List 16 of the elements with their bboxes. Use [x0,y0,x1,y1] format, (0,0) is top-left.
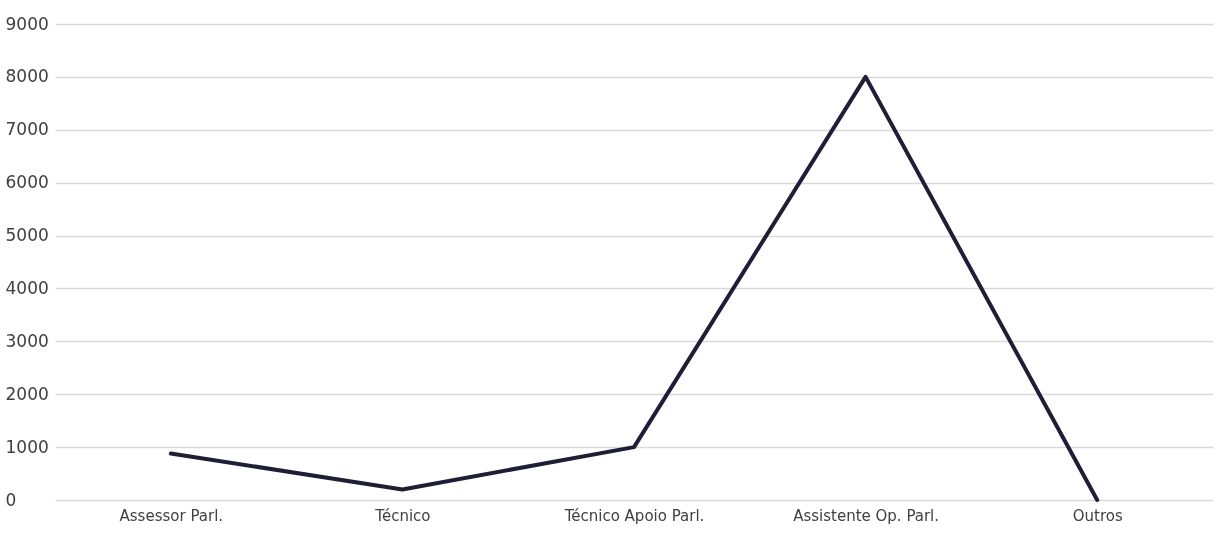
x-tick-label: Outros [1072,506,1123,525]
x-tick-label: Técnico Apoio Parl. [563,506,705,525]
y-tick-label: 8000 [5,66,49,87]
y-tick-label: 9000 [5,13,49,34]
y-tick-label: 1000 [5,436,49,457]
y-tick-label: 0 [5,489,17,510]
y-tick-label: 7000 [5,119,49,140]
y-tick-label: 2000 [5,383,49,404]
y-tick-label: 5000 [5,225,49,246]
x-tick-label: Assistente Op. Parl. [793,506,940,525]
line-series [168,74,1100,502]
x-tick-label: Técnico [374,506,431,525]
y-tick-label: 4000 [5,277,49,298]
x-tick-label: Assessor Parl. [119,506,224,525]
y-tick-label: 6000 [5,172,49,193]
y-tick-label: 3000 [5,330,49,351]
